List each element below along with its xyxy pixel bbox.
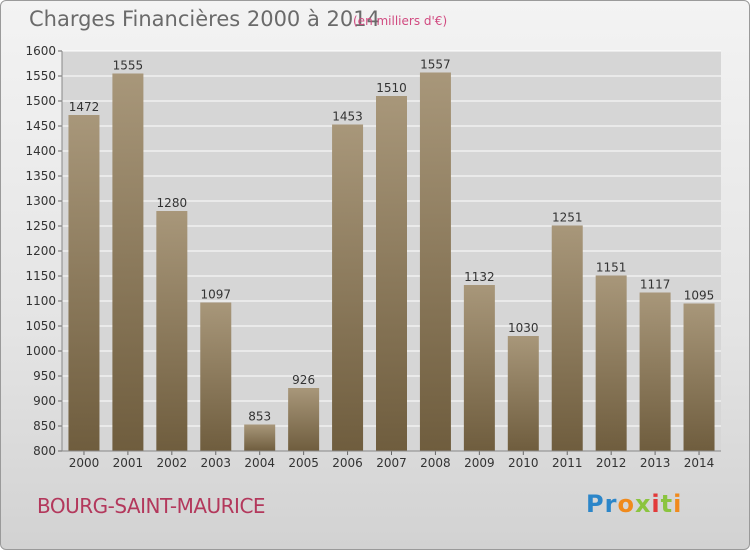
x-axis-ticks: 2000 2001 2002 2003 2004 2005 2006 2007 2008 2009… xyxy=(62,450,721,470)
x-tick-label: 2005 xyxy=(288,456,319,470)
y-tick-label: 1150 xyxy=(25,269,56,283)
bars: 1472 1555 1280 1097 853 926 1453 1510 1557 1132 10… xyxy=(68,58,715,451)
x-tick-label: 2002 xyxy=(157,456,188,470)
bar-value-label: 853 xyxy=(248,410,271,424)
bar-2007 xyxy=(376,96,407,451)
bar-value-label: 1510 xyxy=(376,81,407,95)
y-tick-label: 800 xyxy=(33,444,56,458)
x-tick-label: 2009 xyxy=(464,456,495,470)
y-axis-ticks: 800 850 900 950 1000 1050 1100 1150 1200 1250 1300… xyxy=(25,44,63,458)
bar-value-label: 1472 xyxy=(69,100,100,114)
x-tick-label: 2007 xyxy=(376,456,407,470)
x-tick-label: 2011 xyxy=(552,456,583,470)
bar-value-label: 1557 xyxy=(420,58,451,72)
y-tick-label: 1550 xyxy=(25,69,56,83)
bar-value-label: 1097 xyxy=(200,288,231,302)
bar-value-label: 1555 xyxy=(113,59,144,73)
y-tick-label: 1450 xyxy=(25,119,56,133)
bar-value-label: 1030 xyxy=(508,321,539,335)
y-tick-label: 1250 xyxy=(25,219,56,233)
bar-2003 xyxy=(200,302,232,451)
bar-2012 xyxy=(595,275,627,451)
x-tick-label: 2004 xyxy=(244,456,275,470)
bar-2009 xyxy=(463,285,495,451)
bar-2010 xyxy=(507,336,539,451)
bar-2008 xyxy=(419,72,451,451)
bar-2004 xyxy=(244,424,276,451)
bar-value-label: 1132 xyxy=(464,270,495,284)
x-tick-label: 2001 xyxy=(113,456,144,470)
y-tick-label: 1300 xyxy=(25,194,56,208)
bar-2000 xyxy=(68,115,100,451)
x-tick-label: 2006 xyxy=(332,456,363,470)
y-tick-label: 950 xyxy=(33,369,56,383)
x-tick-label: 2014 xyxy=(684,456,715,470)
x-tick-label: 2008 xyxy=(420,456,451,470)
bar-2006 xyxy=(332,124,364,451)
bar-value-label: 1453 xyxy=(332,110,363,124)
commune-name: BOURG-SAINT-MAURICE xyxy=(37,494,266,518)
proxiti-logo[interactable]: Proxiti xyxy=(586,490,683,518)
bar-value-label: 926 xyxy=(292,373,315,387)
bar-value-label: 1095 xyxy=(684,289,715,303)
y-tick-label: 1350 xyxy=(25,169,56,183)
bar-2011 xyxy=(551,225,583,451)
y-tick-label: 1500 xyxy=(25,94,56,108)
bar-value-label: 1251 xyxy=(552,211,583,225)
x-tick-label: 2000 xyxy=(69,456,100,470)
x-tick-label: 2003 xyxy=(200,456,231,470)
chart-title: Charges Financières 2000 à 2014 xyxy=(29,7,380,31)
y-tick-label: 1200 xyxy=(25,244,56,258)
bar-2014 xyxy=(683,303,715,451)
bar-2013 xyxy=(639,292,671,451)
bar-2002 xyxy=(156,211,188,451)
y-tick-label: 1600 xyxy=(25,44,56,58)
y-tick-label: 1100 xyxy=(25,294,56,308)
y-tick-label: 900 xyxy=(33,394,56,408)
bar-2001 xyxy=(112,73,144,451)
x-tick-label: 2010 xyxy=(508,456,539,470)
x-tick-label: 2012 xyxy=(596,456,627,470)
bar-value-label: 1280 xyxy=(157,196,188,210)
bar-value-label: 1151 xyxy=(596,261,627,275)
bar-value-label: 1117 xyxy=(640,278,671,292)
y-tick-label: 850 xyxy=(33,419,56,433)
y-tick-label: 1400 xyxy=(25,144,56,158)
y-tick-label: 1000 xyxy=(25,344,56,358)
bar-2005 xyxy=(288,388,320,451)
x-tick-label: 2013 xyxy=(640,456,671,470)
y-tick-label: 1050 xyxy=(25,319,56,333)
chart-subtitle: (en milliers d'€) xyxy=(353,14,448,28)
